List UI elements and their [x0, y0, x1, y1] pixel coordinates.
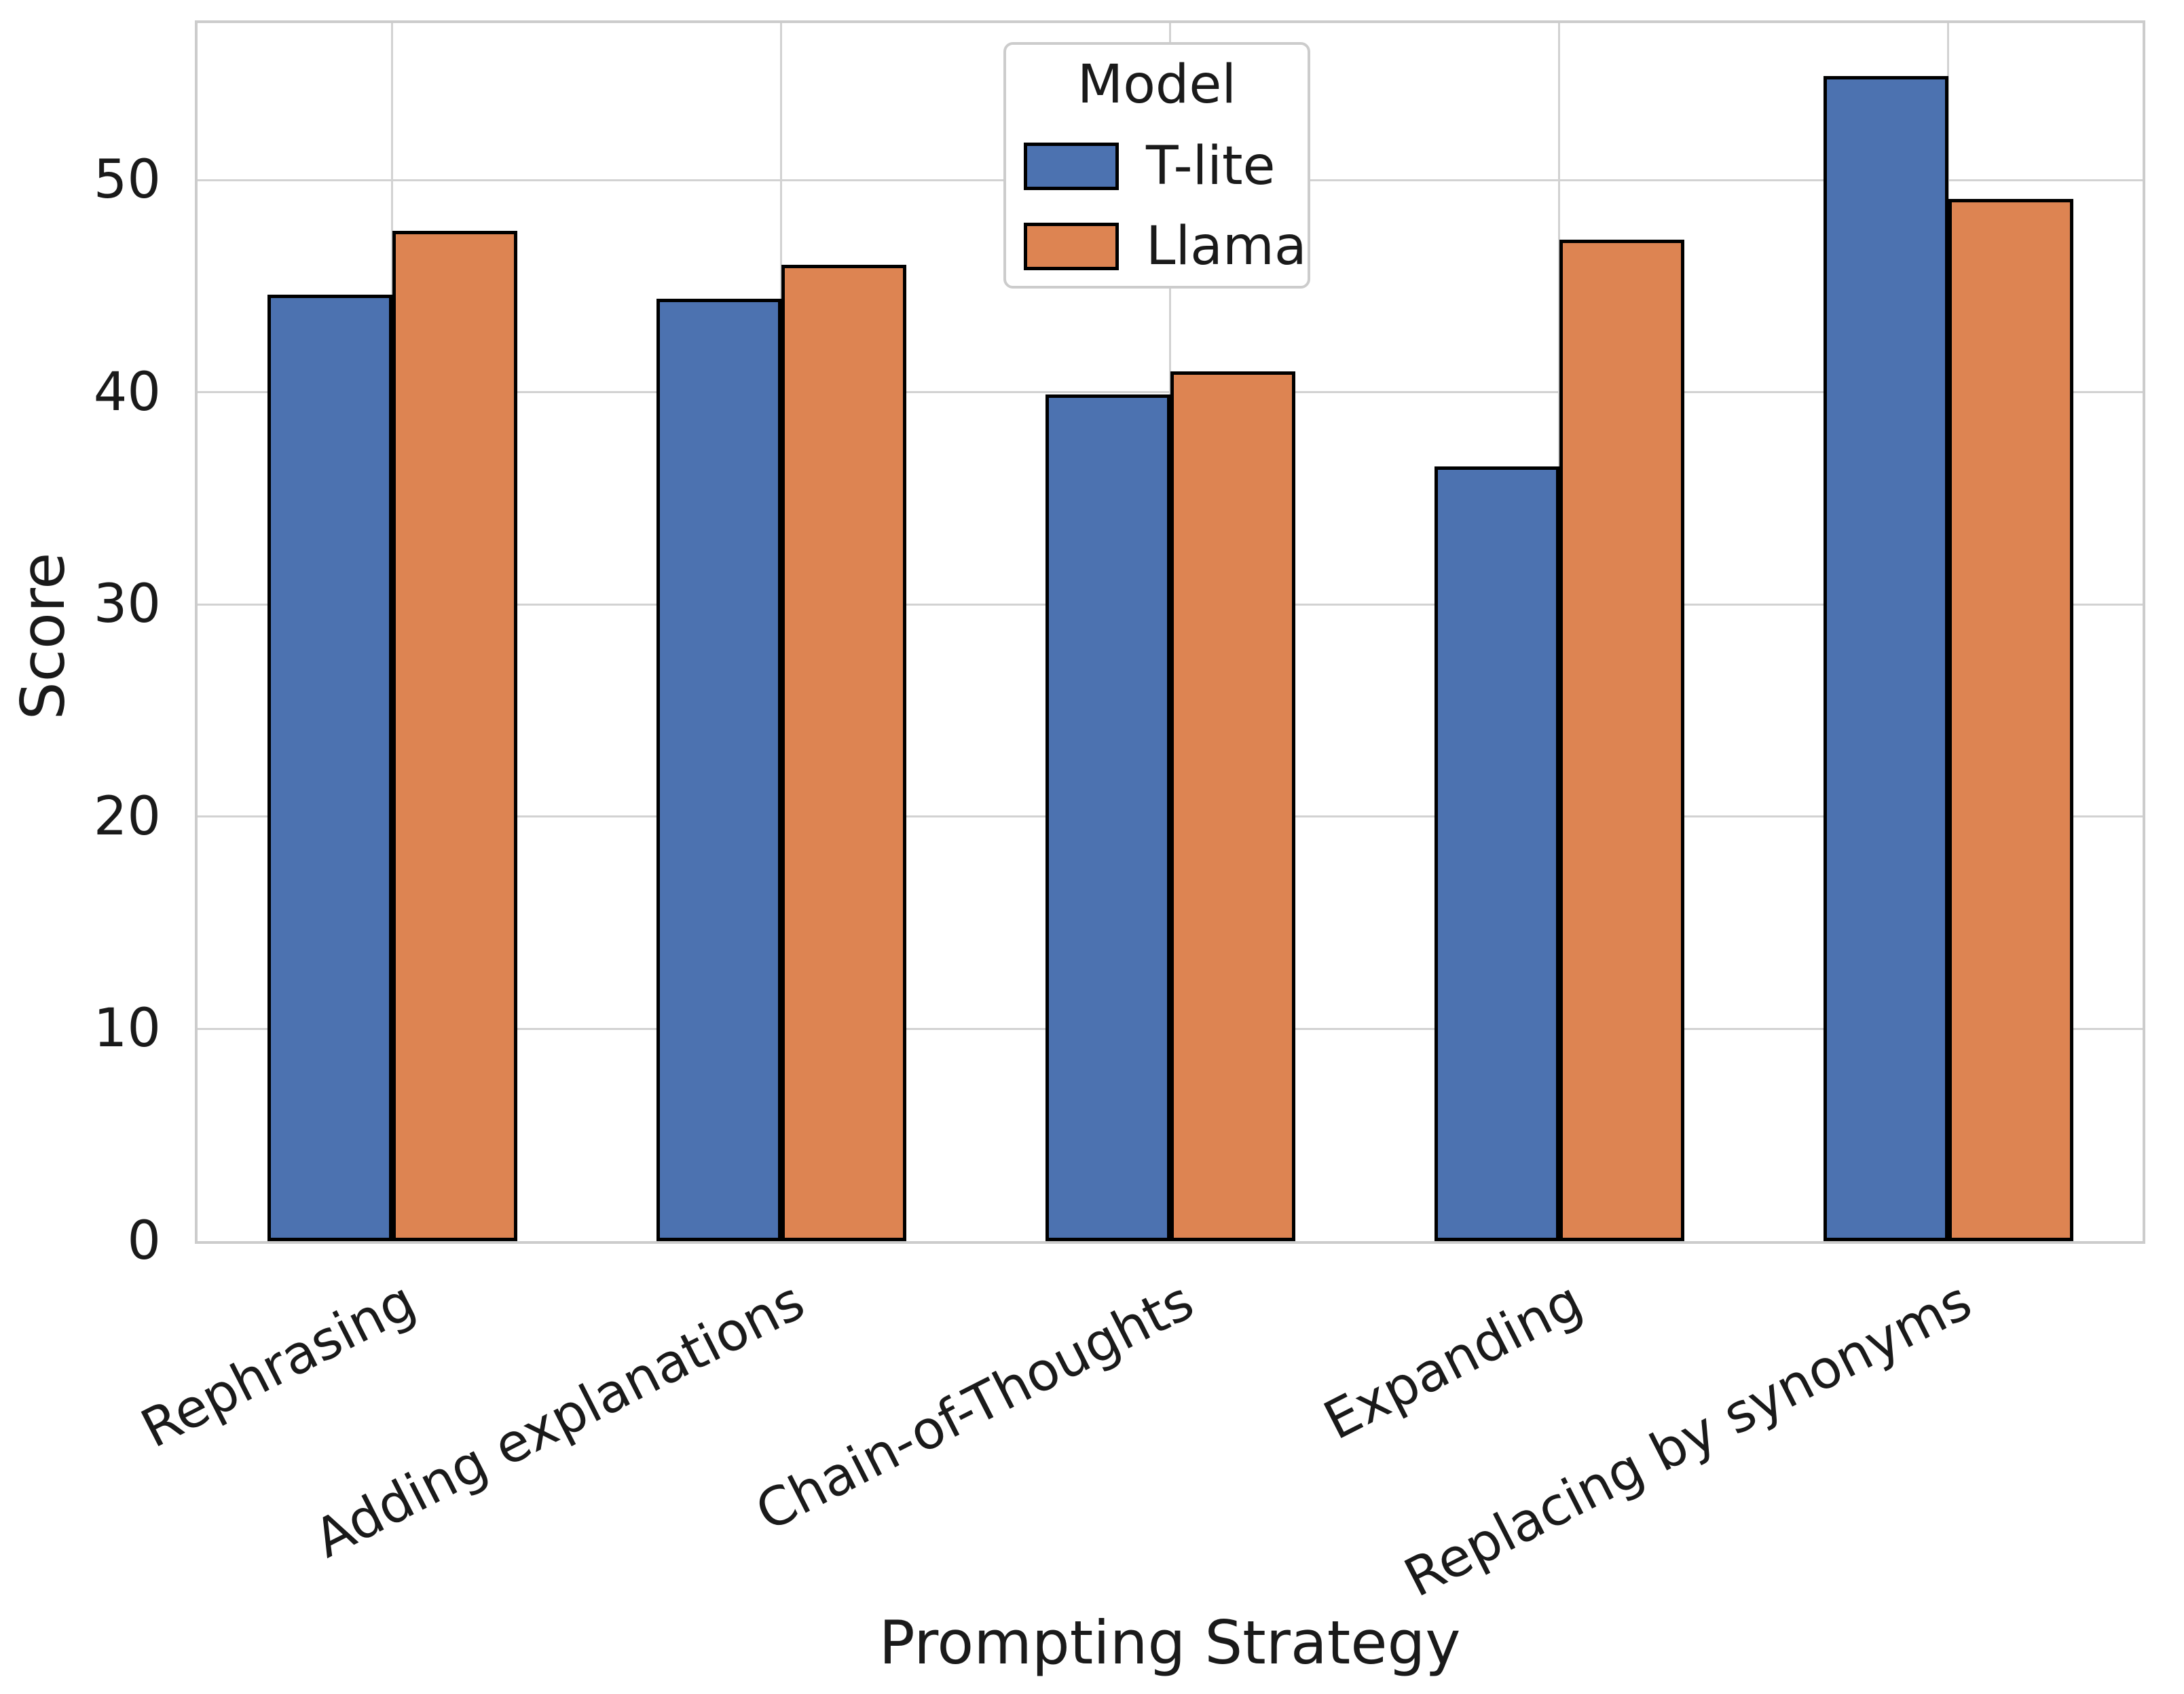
x-tick-label-4: Expanding	[1314, 1270, 1592, 1452]
x-axis-label: Prompting Strategy	[878, 1608, 1461, 1678]
legend-title: Model	[1077, 54, 1237, 115]
x-tick-label-1: Rephrasing	[132, 1270, 425, 1460]
bar-t-lite-2	[656, 299, 781, 1241]
y-tick-label-10: 10	[93, 998, 161, 1060]
bar-t-lite-5	[1823, 76, 1948, 1241]
legend-row-t-lite: T-lite	[1024, 137, 1308, 196]
y-tick-label-30: 30	[93, 574, 161, 636]
legend-label-t-lite: T-lite	[1146, 136, 1276, 197]
y-tick-label-50: 50	[93, 149, 161, 211]
y-tick-label-0: 0	[127, 1211, 161, 1272]
bar-llama-3	[1170, 371, 1295, 1241]
legend-label-llama: Llama	[1146, 216, 1307, 277]
bar-llama-1	[392, 231, 517, 1241]
bar-t-lite-4	[1434, 466, 1559, 1241]
legend-swatch-llama	[1024, 223, 1119, 270]
y-tick-label-20: 20	[93, 786, 161, 847]
bar-t-lite-3	[1045, 394, 1170, 1241]
legend-swatch-t-lite	[1024, 143, 1119, 190]
legend-row-llama: Llama	[1024, 217, 1308, 276]
y-tick-label-40: 40	[93, 361, 161, 423]
bar-t-lite-1	[267, 295, 392, 1241]
bar-llama-4	[1559, 239, 1684, 1241]
bar-llama-2	[781, 265, 906, 1241]
legend: Model T-lite Llama	[1003, 42, 1310, 289]
y-axis-label: Score	[8, 552, 78, 720]
bar-llama-5	[1948, 199, 2073, 1241]
x-tick-label-3: Chain-of-Thoughts	[746, 1270, 1203, 1544]
